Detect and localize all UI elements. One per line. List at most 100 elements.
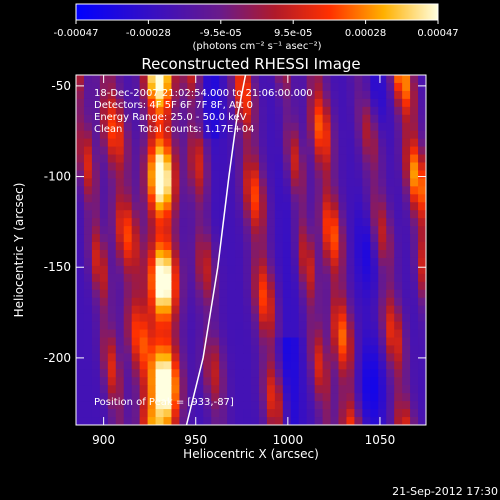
heatmap-pixel bbox=[298, 321, 308, 331]
heatmap-pixel bbox=[211, 122, 220, 132]
annotation-date-range: 18-Dec-2007 21:02:54.000 to 21:06:00.000 bbox=[94, 88, 313, 99]
heatmap-pixel bbox=[314, 345, 324, 354]
heatmap-pixel bbox=[115, 409, 125, 418]
heatmap-pixel bbox=[314, 313, 324, 323]
heatmap-pixel bbox=[179, 242, 188, 251]
heatmap-pixel bbox=[187, 297, 196, 307]
heatmap-pixel bbox=[402, 210, 411, 219]
heatmap-pixel bbox=[203, 281, 212, 291]
heatmap-pixel bbox=[346, 361, 355, 370]
heatmap-pixel bbox=[338, 226, 348, 235]
heatmap-pixel bbox=[251, 250, 260, 259]
heatmap-pixel bbox=[219, 234, 228, 243]
heatmap-pixel bbox=[370, 178, 379, 187]
heatmap-pixel bbox=[322, 178, 332, 187]
heatmap-pixel bbox=[139, 178, 149, 187]
heatmap-pixel bbox=[83, 273, 93, 283]
heatmap-pixel bbox=[243, 106, 252, 116]
heatmap-pixel bbox=[362, 377, 371, 386]
heatmap-pixel bbox=[251, 106, 260, 116]
heatmap-pixel bbox=[131, 162, 141, 172]
heatmap-pixel bbox=[314, 305, 324, 315]
heatmap-pixel bbox=[402, 234, 411, 243]
heatmap-pixel bbox=[274, 82, 284, 92]
heatmap-pixel bbox=[195, 242, 204, 251]
heatmap-pixel bbox=[179, 297, 188, 307]
heatmap-pixel bbox=[346, 345, 355, 354]
heatmap-pixel bbox=[354, 130, 363, 140]
heatmap-pixel bbox=[99, 170, 109, 179]
heatmap-pixel bbox=[354, 257, 363, 267]
heatmap-pixel bbox=[251, 329, 260, 339]
heatmap-pixel bbox=[115, 210, 125, 219]
heatmap-pixel bbox=[330, 90, 340, 100]
heatmap-pixel bbox=[115, 313, 125, 323]
heatmap-pixel bbox=[251, 194, 260, 203]
heatmap-pixel bbox=[163, 321, 173, 331]
heatmap-pixel bbox=[258, 226, 268, 235]
heatmap-pixel bbox=[251, 154, 260, 164]
heatmap-pixel bbox=[155, 98, 165, 108]
heatmap-pixel bbox=[163, 122, 173, 132]
heatmap-pixel bbox=[163, 218, 173, 227]
heatmap-pixel bbox=[83, 146, 93, 156]
heatmap-pixel bbox=[235, 337, 244, 347]
heatmap-pixel bbox=[115, 281, 125, 291]
heatmap-pixel bbox=[394, 242, 403, 251]
heatmap-pixel bbox=[99, 385, 109, 394]
heatmap-pixel bbox=[386, 106, 395, 116]
heatmap-pixel bbox=[314, 242, 324, 251]
heatmap-pixel bbox=[258, 242, 268, 251]
heatmap-pixel bbox=[187, 329, 196, 339]
heatmap-pixel bbox=[258, 377, 268, 386]
heatmap-pixel bbox=[99, 273, 109, 283]
heatmap-pixel bbox=[187, 353, 196, 362]
footer-timestamp: 21-Sep-2012 17:30 bbox=[392, 485, 498, 498]
heatmap-pixel bbox=[282, 305, 292, 315]
heatmap-pixel bbox=[131, 297, 141, 307]
heatmap-pixel bbox=[402, 162, 411, 172]
heatmap-pixel bbox=[251, 297, 260, 307]
heatmap-pixel bbox=[362, 154, 371, 164]
heatmap-pixel bbox=[171, 329, 180, 339]
heatmap-pixel bbox=[258, 385, 268, 394]
heatmap-pixel bbox=[418, 313, 426, 323]
heatmap-pixel bbox=[235, 417, 244, 425]
heatmap-pixel bbox=[290, 226, 300, 235]
heatmap-pixel bbox=[354, 154, 363, 164]
heatmap-pixel bbox=[346, 170, 355, 179]
heatmap-pixel bbox=[107, 297, 117, 307]
heatmap-pixel bbox=[330, 321, 340, 331]
heatmap-pixel bbox=[322, 90, 332, 100]
heatmap-pixel bbox=[195, 305, 204, 315]
heatmap-pixel bbox=[76, 242, 85, 251]
heatmap-pixel bbox=[378, 98, 387, 108]
heatmap-pixel bbox=[251, 289, 260, 299]
heatmap-pixel bbox=[171, 289, 180, 299]
heatmap-pixel bbox=[147, 90, 157, 100]
heatmap-pixel bbox=[155, 393, 165, 402]
heatmap-pixel bbox=[322, 242, 332, 251]
heatmap-pixel bbox=[298, 170, 308, 179]
heatmap-pixel bbox=[107, 82, 117, 92]
heatmap-pixel bbox=[123, 313, 133, 323]
heatmap-pixel bbox=[107, 313, 117, 323]
heatmap-pixel bbox=[386, 130, 395, 140]
heatmap-pixel bbox=[322, 154, 332, 164]
heatmap-pixel bbox=[203, 409, 212, 418]
heatmap-pixel bbox=[330, 75, 340, 84]
heatmap-pixel bbox=[115, 122, 125, 132]
y-axis-ticks: -50-100-150-200 bbox=[44, 79, 426, 365]
heatmap-pixel bbox=[123, 265, 133, 275]
heatmap-pixel bbox=[243, 234, 252, 243]
heatmap-pixel bbox=[163, 138, 173, 148]
heatmap-pixel bbox=[394, 202, 403, 211]
heatmap-pixel bbox=[131, 393, 141, 402]
heatmap-pixel bbox=[410, 305, 419, 315]
heatmap-pixel bbox=[266, 369, 276, 378]
heatmap-pixel bbox=[171, 114, 180, 124]
heatmap-pixel bbox=[99, 186, 109, 195]
heatmap-pixel bbox=[314, 178, 324, 187]
heatmap-pixel bbox=[258, 313, 268, 323]
heatmap-pixel bbox=[211, 250, 220, 259]
